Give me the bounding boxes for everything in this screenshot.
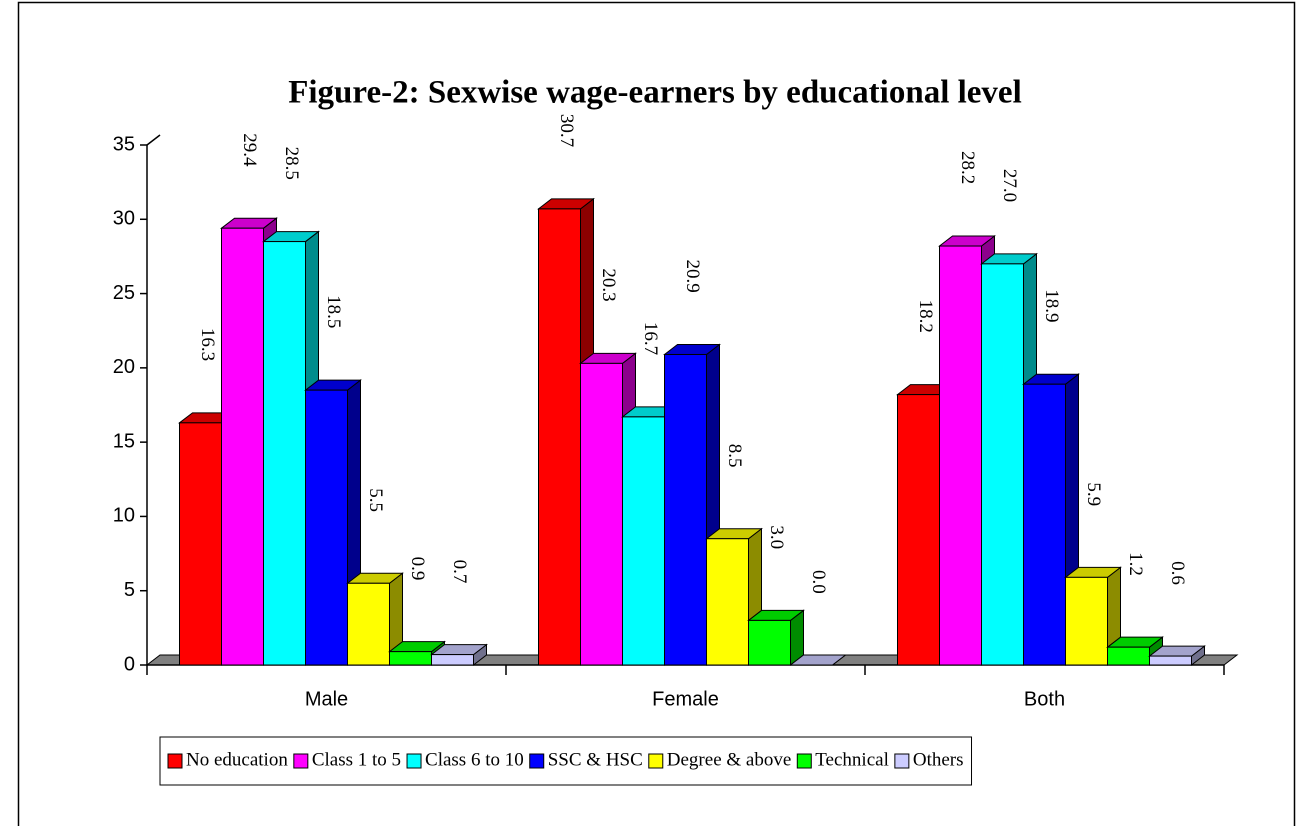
value-label: 20.3 [598,268,619,301]
legend-label: Class 1 to 5 [312,749,401,770]
bar-front [981,263,1024,666]
y-tick-label: 35 [113,133,135,155]
value-label: 20.9 [682,259,703,292]
value-label: 18.2 [915,300,936,333]
value-label: 27.0 [999,169,1020,202]
y-tick-label: 10 [113,505,135,527]
value-label: 1.2 [1125,552,1146,576]
y-tick-label: 30 [113,208,135,230]
value-label: 18.5 [323,295,344,328]
bar [747,609,805,667]
x-tick-label: Female [652,688,719,710]
bar [430,643,488,667]
y-tick-label: 5 [124,579,135,601]
bar-front [431,654,474,666]
bar-front [179,422,222,666]
legend-swatch [796,753,812,769]
y-tick-label: 20 [113,356,135,378]
value-label: 3.0 [766,525,787,549]
legend-label: Degree & above [667,749,792,770]
value-label: 5.5 [365,488,386,512]
bar-front [221,227,264,666]
bar-front [389,651,432,666]
bar-front [580,362,623,666]
value-label: 0.0 [808,570,829,594]
legend-swatch [167,753,183,769]
legend-label: No education [186,749,288,770]
bar-front [622,416,665,666]
bar-front [305,389,348,666]
bar-front [347,582,390,666]
legend-swatch [529,753,545,769]
bar-front [1107,646,1150,666]
value-label: 28.5 [281,147,302,180]
value-label: 18.9 [1041,289,1062,322]
value-label: 16.7 [640,322,661,355]
y-axis-depth [146,134,161,146]
y-tick-label: 0 [124,653,135,675]
bar-front [939,245,982,666]
legend-swatch [406,753,422,769]
bar-front [1065,576,1108,666]
value-label: 5.9 [1083,482,1104,506]
bar-front [1149,655,1192,666]
bar-front [664,353,707,666]
value-label: 28.2 [957,151,978,184]
value-label: 0.7 [449,560,470,584]
value-label: 29.4 [239,133,260,167]
bar [705,527,763,667]
bar-front [1023,383,1066,666]
bar [789,654,847,666]
frame [17,1,1296,826]
legend-swatch [648,753,664,769]
x-tick-label: Male [305,688,348,710]
value-label: 16.3 [197,328,218,361]
legend-label: Technical [815,749,889,770]
legend-label: Others [913,749,964,770]
bar-front [897,394,940,666]
legend-label: Class 6 to 10 [425,749,524,770]
legend-swatch [293,753,309,769]
bar-top [789,654,847,666]
y-tick-label: 15 [113,430,135,452]
value-label: 8.5 [724,444,745,468]
bar-front [263,241,306,666]
value-label: 30.7 [556,114,577,147]
bar-front [538,208,581,666]
bar-front [748,619,791,666]
chart-title: Figure-2: Sexwise wage-earners by educat… [288,75,1022,111]
bar-front [706,538,749,666]
value-label: 0.6 [1167,561,1188,585]
legend: No education Class 1 to 5 Class 6 to 10 SSC… [159,736,973,786]
y-tick-label: 25 [113,282,135,304]
x-tick-label: Both [1024,688,1065,710]
bar [346,572,404,667]
legend-swatch [894,753,910,769]
legend-label: SSC & HSC [548,749,643,770]
bar [938,235,996,667]
value-label: 0.9 [407,557,428,581]
bar [1022,373,1080,667]
bar [1148,645,1206,667]
